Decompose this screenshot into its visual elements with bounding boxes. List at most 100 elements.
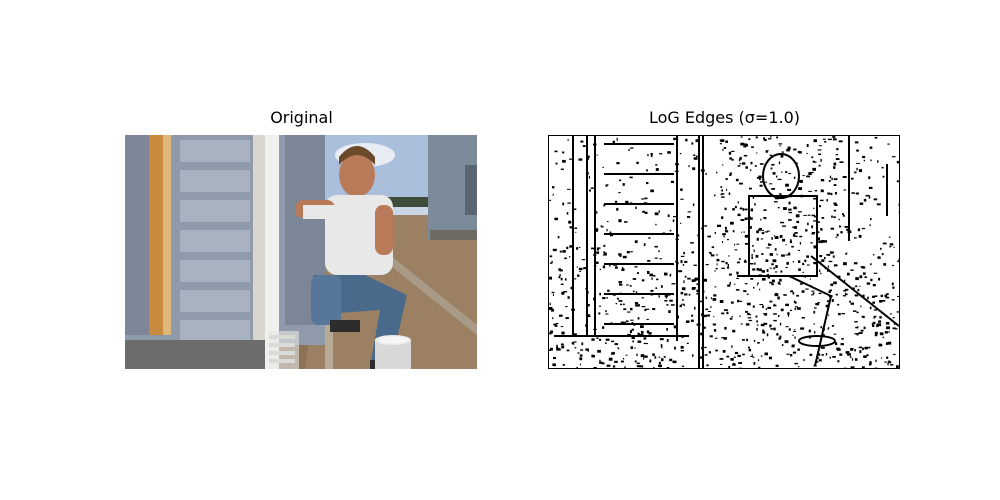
edge-speck bbox=[675, 163, 677, 165]
edge-speck bbox=[661, 346, 663, 349]
edge-speck bbox=[607, 184, 609, 186]
edge-speck bbox=[728, 365, 731, 368]
edge-speck bbox=[743, 231, 745, 233]
edge-speck bbox=[863, 326, 866, 330]
edge-speck bbox=[874, 315, 877, 318]
edge-speck bbox=[609, 263, 611, 267]
edge-speck bbox=[830, 283, 834, 286]
edge-speck bbox=[715, 267, 718, 270]
edge-speck bbox=[779, 145, 781, 147]
edge-speck bbox=[830, 227, 835, 230]
edge-speck bbox=[595, 228, 599, 231]
edge-speck bbox=[722, 350, 726, 353]
edge-speck bbox=[585, 348, 589, 351]
edge-speck bbox=[818, 353, 821, 356]
edge-speck bbox=[602, 297, 606, 300]
edge-speck bbox=[691, 251, 694, 254]
edge-speck bbox=[647, 154, 649, 157]
edge-speck bbox=[805, 288, 809, 290]
edge-speck bbox=[892, 156, 896, 158]
edge-speck bbox=[835, 293, 838, 296]
edge-speck bbox=[620, 360, 624, 363]
edge-speck bbox=[625, 320, 629, 323]
edge-speck bbox=[623, 308, 627, 311]
edge-speck bbox=[889, 361, 892, 364]
edge-speck bbox=[591, 354, 594, 357]
edge-speck bbox=[658, 365, 662, 368]
edge-speck bbox=[839, 161, 844, 163]
edge-speck bbox=[620, 321, 625, 324]
edge-speck bbox=[692, 287, 696, 289]
edge-speck bbox=[714, 270, 716, 272]
edge-speck bbox=[553, 323, 557, 326]
edge-speck bbox=[596, 337, 599, 339]
edge-speck bbox=[622, 303, 625, 305]
edge-speck bbox=[766, 269, 769, 272]
edge-speck bbox=[714, 232, 716, 234]
edge-speck bbox=[747, 216, 751, 220]
edge-speck bbox=[813, 245, 817, 249]
edge-speck bbox=[813, 365, 817, 367]
edge-speck bbox=[630, 147, 634, 149]
edge-speck bbox=[861, 227, 866, 230]
edge-speck bbox=[790, 309, 793, 311]
edge-speck bbox=[654, 212, 659, 216]
edge-speck bbox=[872, 321, 876, 325]
edge-speck bbox=[886, 293, 889, 295]
edge-speck bbox=[593, 297, 595, 301]
edge-speck bbox=[734, 243, 736, 246]
edge-speck bbox=[549, 255, 553, 258]
edge-speck bbox=[842, 176, 847, 178]
edge-speck bbox=[850, 302, 854, 305]
edge-speck bbox=[694, 306, 696, 310]
edge-speck bbox=[763, 138, 767, 142]
edge-speck bbox=[727, 266, 730, 269]
edge-speck bbox=[813, 310, 816, 314]
edge-speck bbox=[802, 271, 804, 273]
edge-speck bbox=[757, 283, 759, 286]
edge-speck bbox=[581, 342, 584, 346]
edge-speck bbox=[697, 234, 700, 237]
edge-speck bbox=[684, 260, 688, 263]
edge-speck bbox=[760, 238, 764, 240]
edge-speck bbox=[751, 256, 753, 259]
edge-speck bbox=[719, 139, 722, 142]
edge-speck bbox=[710, 306, 712, 308]
edge-speck bbox=[786, 353, 790, 355]
edge-speck bbox=[774, 235, 776, 237]
edge-speck bbox=[776, 175, 778, 178]
edge-speck bbox=[593, 265, 597, 267]
edge-speck bbox=[729, 273, 732, 276]
edge-speck bbox=[830, 192, 833, 196]
edge-speck bbox=[662, 232, 665, 234]
edge-speck bbox=[794, 307, 796, 311]
edge-speck bbox=[712, 323, 716, 326]
edge-speck bbox=[693, 154, 696, 156]
edge-speck bbox=[692, 167, 696, 171]
edge-speck bbox=[564, 257, 567, 260]
edge-speck bbox=[835, 275, 839, 277]
edge-speck bbox=[891, 282, 894, 286]
edge-speck bbox=[854, 358, 858, 361]
edge-speck bbox=[603, 204, 606, 207]
edge-speck bbox=[837, 360, 840, 363]
edge-speck bbox=[605, 338, 610, 341]
edge-speck bbox=[599, 268, 601, 271]
edge-speck bbox=[778, 337, 781, 340]
edge-speck bbox=[744, 242, 748, 245]
edge-speck bbox=[855, 326, 859, 329]
edge-speck bbox=[879, 316, 882, 319]
edge-speck bbox=[856, 311, 859, 314]
edge-speck bbox=[683, 304, 685, 307]
edge-speck bbox=[608, 357, 613, 361]
edge-speck bbox=[581, 259, 586, 261]
edge-speck bbox=[873, 198, 878, 201]
edge-speck bbox=[618, 253, 622, 256]
edge-speck bbox=[687, 277, 691, 280]
edge-speck bbox=[630, 346, 633, 349]
edge-speck bbox=[698, 300, 702, 303]
edge-speck bbox=[869, 224, 871, 226]
edge-speck bbox=[759, 288, 761, 291]
edge-speck bbox=[828, 327, 830, 329]
edge-speck bbox=[728, 192, 731, 195]
